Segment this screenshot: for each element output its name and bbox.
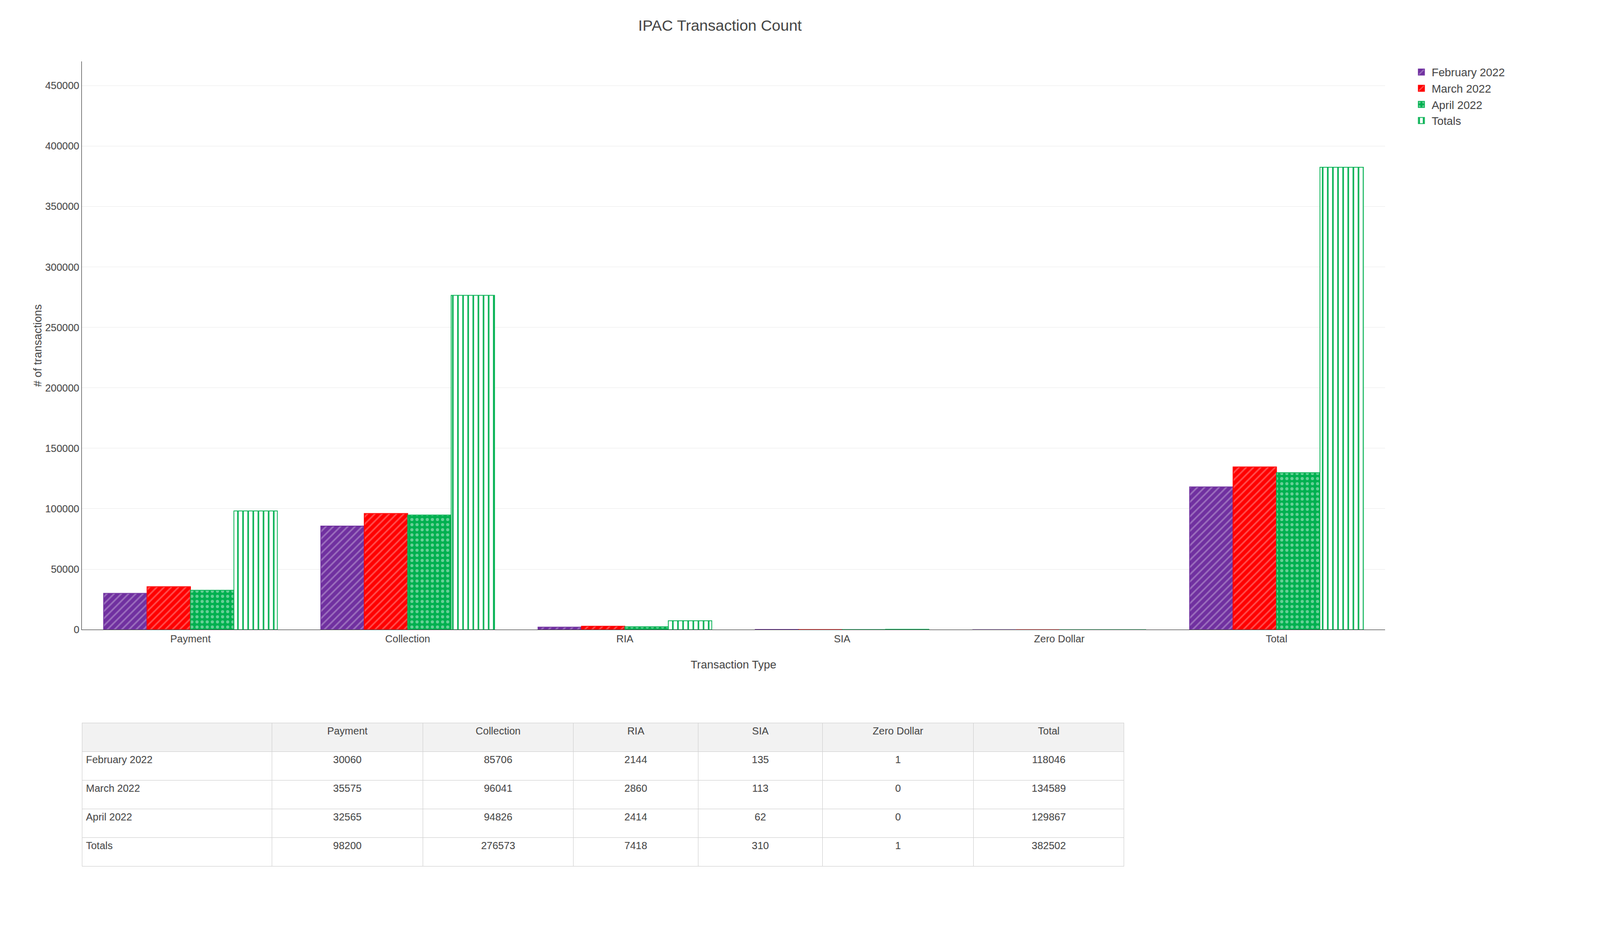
svg-text:30060: 30060 xyxy=(333,753,362,765)
svg-text:February 2022: February 2022 xyxy=(85,753,153,765)
svg-text:RIA: RIA xyxy=(627,725,645,737)
svg-text:200000: 200000 xyxy=(45,382,80,394)
svg-text:400000: 400000 xyxy=(45,140,80,152)
svg-text:March 2022: March 2022 xyxy=(1431,82,1492,96)
svg-text:Totals: Totals xyxy=(85,839,113,851)
svg-text:# of transactions: # of transactions xyxy=(31,303,45,387)
svg-text:113: 113 xyxy=(752,782,769,794)
svg-text:0: 0 xyxy=(73,623,80,635)
svg-text:2860: 2860 xyxy=(624,782,648,794)
svg-text:Zero Dollar: Zero Dollar xyxy=(1034,632,1085,645)
svg-text:382502: 382502 xyxy=(1031,839,1066,851)
svg-text:Collection: Collection xyxy=(385,632,431,645)
svg-text:Payment: Payment xyxy=(170,632,211,645)
svg-text:7418: 7418 xyxy=(624,839,648,851)
svg-text:1: 1 xyxy=(894,753,901,765)
svg-text:0: 0 xyxy=(894,782,901,794)
svg-text:98200: 98200 xyxy=(333,839,362,851)
svg-text:310: 310 xyxy=(751,839,769,851)
svg-text:0: 0 xyxy=(894,811,901,823)
svg-text:32565: 32565 xyxy=(333,811,362,823)
svg-text:March 2022: March 2022 xyxy=(85,782,141,794)
svg-text:135: 135 xyxy=(751,753,769,765)
svg-text:Total: Total xyxy=(1038,725,1060,737)
svg-text:250000: 250000 xyxy=(45,321,80,334)
svg-text:Collection: Collection xyxy=(475,725,521,737)
svg-text:129867: 129867 xyxy=(1031,811,1066,823)
svg-text:RIA: RIA xyxy=(616,632,634,645)
svg-text:150000: 150000 xyxy=(45,442,80,454)
svg-text:2414: 2414 xyxy=(624,811,648,823)
svg-text:SIA: SIA xyxy=(834,632,851,645)
svg-text:118046: 118046 xyxy=(1032,753,1066,765)
svg-text:300000: 300000 xyxy=(45,261,80,273)
svg-text:Zero Dollar: Zero Dollar xyxy=(872,725,924,737)
svg-text:50000: 50000 xyxy=(50,563,80,575)
svg-text:1: 1 xyxy=(894,839,901,851)
svg-text:Transaction Type: Transaction Type xyxy=(690,658,777,671)
svg-text:94826: 94826 xyxy=(484,811,513,823)
svg-text:100000: 100000 xyxy=(45,502,80,515)
svg-text:Payment: Payment xyxy=(326,725,368,737)
svg-text:134589: 134589 xyxy=(1031,782,1066,794)
svg-text:450000: 450000 xyxy=(45,79,80,92)
svg-text:85706: 85706 xyxy=(484,753,513,765)
svg-text:Totals: Totals xyxy=(1431,114,1461,128)
svg-text:276573: 276573 xyxy=(480,839,516,851)
svg-text:SIA: SIA xyxy=(752,725,770,737)
svg-text:96041: 96041 xyxy=(484,782,513,794)
svg-text:35575: 35575 xyxy=(333,782,362,794)
svg-text:February 2022: February 2022 xyxy=(1431,66,1505,79)
svg-text:Total: Total xyxy=(1265,632,1288,645)
svg-text:April 2022: April 2022 xyxy=(1431,98,1483,112)
svg-text:IPAC Transaction Count: IPAC Transaction Count xyxy=(638,16,802,34)
svg-text:62: 62 xyxy=(754,811,766,823)
svg-text:April 2022: April 2022 xyxy=(85,811,133,823)
svg-text:350000: 350000 xyxy=(45,200,80,212)
svg-text:2144: 2144 xyxy=(624,753,648,765)
